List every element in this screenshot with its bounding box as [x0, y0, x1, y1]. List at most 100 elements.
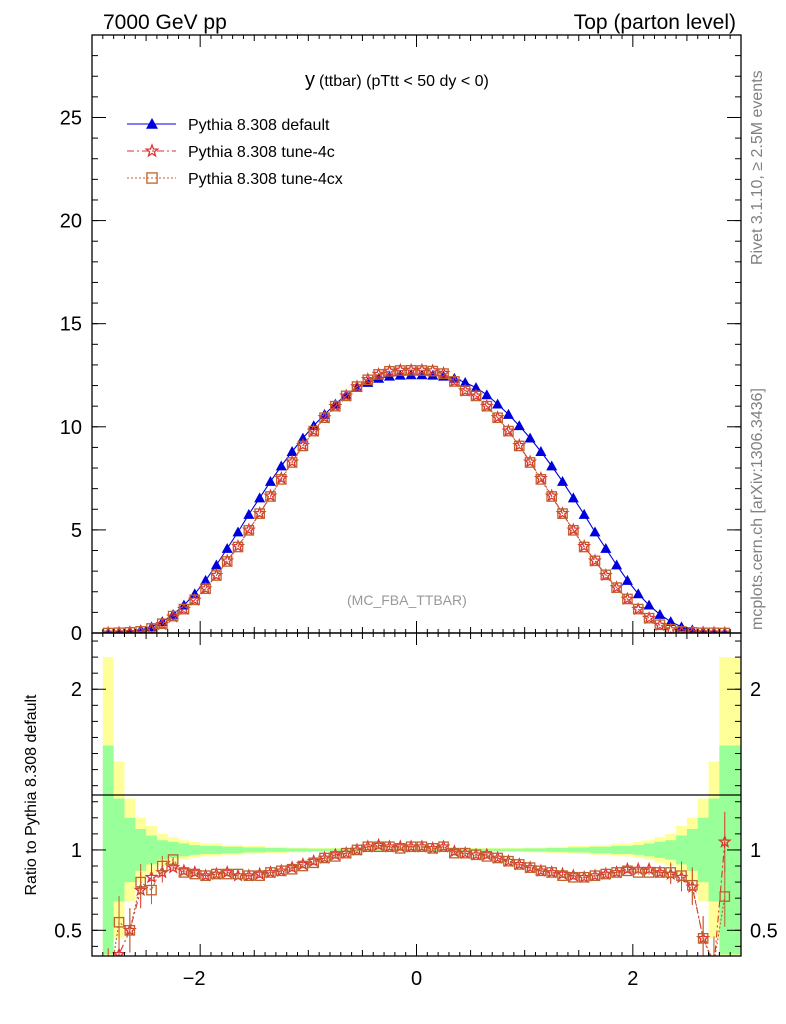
main-point-2-33	[459, 385, 471, 397]
main-point-1-12	[231, 539, 246, 553]
ratio-point-1-26	[384, 841, 395, 853]
main-point-2-36	[492, 412, 503, 424]
ratio-ytick-label-left-0: 0.5	[54, 920, 82, 942]
main-point-0-9	[200, 574, 212, 585]
ratio-point-1-51	[654, 867, 666, 878]
main-point-2-7	[178, 603, 190, 615]
main-point-2-0	[102, 627, 114, 633]
uncertainty-bands	[102, 657, 741, 956]
main-point-1-27	[393, 362, 408, 376]
ratio-point-1-10	[211, 868, 222, 880]
main-point-0-2	[125, 625, 134, 633]
main-point-0-17	[286, 446, 298, 456]
ratio-point-1-55	[697, 932, 709, 944]
main-point-2-25	[373, 369, 384, 380]
ratio-point-0-6	[166, 860, 181, 874]
main-point-1-45	[587, 553, 602, 567]
main-point-0-14	[254, 492, 266, 503]
main-point-1-15	[263, 488, 278, 502]
main-point-2-45	[589, 555, 601, 567]
main-point-2-50	[643, 612, 655, 624]
ratio-point-1-46	[600, 868, 612, 880]
ratio-point-1-0	[104, 987, 113, 996]
main-point-2-19	[308, 425, 320, 437]
yellow-uncertainty-band	[102, 657, 741, 956]
main-point-1-22	[339, 388, 354, 402]
main-point-0-25	[373, 372, 385, 383]
main-point-1-51	[652, 617, 667, 632]
ratio-ytick-label-right-0: 0.5	[750, 920, 778, 942]
main-point-1-32	[447, 374, 462, 388]
main-point-2-32	[449, 376, 460, 387]
ratio-point-1-27	[394, 843, 406, 854]
main-point-2-57	[719, 627, 731, 633]
main-point-2-6	[167, 610, 179, 622]
ratio-point-1-52	[665, 867, 677, 878]
main-point-1-31	[436, 365, 451, 380]
plot-title-text: (ttbar) (pTtt < 50 dy < 0)	[319, 73, 489, 90]
main-point-1-26	[382, 363, 397, 378]
main-point-1-11	[220, 553, 235, 567]
main-point-0-51	[654, 608, 666, 619]
ratio-point-1-42	[557, 870, 568, 881]
main-point-2-41	[546, 491, 558, 502]
main-point-2-14	[254, 508, 265, 519]
main-point-2-8	[189, 594, 201, 606]
main-point-1-25	[371, 366, 386, 381]
main-point-1-38	[512, 438, 527, 452]
ratio-point-1-28	[405, 841, 417, 853]
legend-label-2: Pythia 8.308 tune-4cx	[188, 171, 343, 188]
ratio-point-1-18	[297, 860, 309, 872]
ratio-xtick-label-2: 2	[627, 968, 638, 990]
main-point-2-29	[416, 365, 428, 376]
main-point-2-47	[611, 582, 622, 593]
main-point-1-8	[187, 592, 202, 607]
main-point-1-7	[176, 601, 191, 616]
main-point-0-40	[535, 446, 547, 456]
rivet-label: Rivet 3.1.10, ≥ 2.5M events	[749, 70, 766, 265]
main-point-1-54	[685, 625, 700, 633]
main-point-2-51	[654, 619, 666, 631]
main-point-1-40	[533, 470, 548, 485]
main-plot-panel: (MC_FBA_TTBAR) y (ttbar) (pTtt < 50 dy <…	[60, 34, 742, 645]
main-point-0-13	[243, 508, 255, 519]
main-point-2-17	[286, 457, 298, 468]
ratio-point-1-3	[135, 876, 147, 888]
green-uncertainty-band	[102, 745, 741, 955]
ratio-point-1-32	[449, 847, 460, 859]
main-point-0-47	[611, 559, 623, 570]
main-point-1-30	[425, 363, 440, 377]
ratio-point-1-17	[286, 863, 298, 875]
main-point-1-29	[414, 362, 429, 376]
main-point-1-55	[696, 625, 711, 633]
main-point-1-43	[566, 522, 581, 536]
legend-marker-2	[146, 172, 158, 184]
main-point-2-40	[535, 474, 547, 485]
ratio-point-0-1	[112, 947, 127, 956]
main-point-2-48	[622, 593, 633, 605]
main-point-0-45	[589, 526, 601, 537]
ratio-point-1-57	[719, 891, 731, 902]
main-point-2-42	[557, 508, 568, 519]
ratio-point-1-48	[622, 865, 633, 877]
analysis-watermark: (MC_FBA_TTBAR)	[347, 592, 467, 608]
main-point-2-52	[665, 623, 677, 633]
ratio-point-1-21	[330, 851, 341, 862]
ratio-point-1-5	[156, 860, 168, 872]
main-point-1-4	[144, 621, 159, 633]
ratio-series-line-0	[117, 841, 726, 956]
ratio-point-1-53	[676, 870, 687, 881]
ratio-ytick-label-right-2: 2	[750, 679, 761, 701]
main-point-1-41	[544, 488, 559, 502]
main-point-2-35	[481, 400, 493, 412]
main-point-2-24	[362, 374, 374, 386]
main-point-1-5	[155, 616, 170, 631]
main-point-1-49	[631, 601, 646, 616]
main-ytick-label-3: 15	[60, 314, 82, 336]
ratio-point-1-2	[124, 924, 136, 936]
main-point-2-11	[221, 556, 233, 567]
main-point-0-34	[470, 382, 482, 393]
ratio-point-1-12	[232, 868, 244, 880]
main-point-0-39	[524, 432, 536, 443]
